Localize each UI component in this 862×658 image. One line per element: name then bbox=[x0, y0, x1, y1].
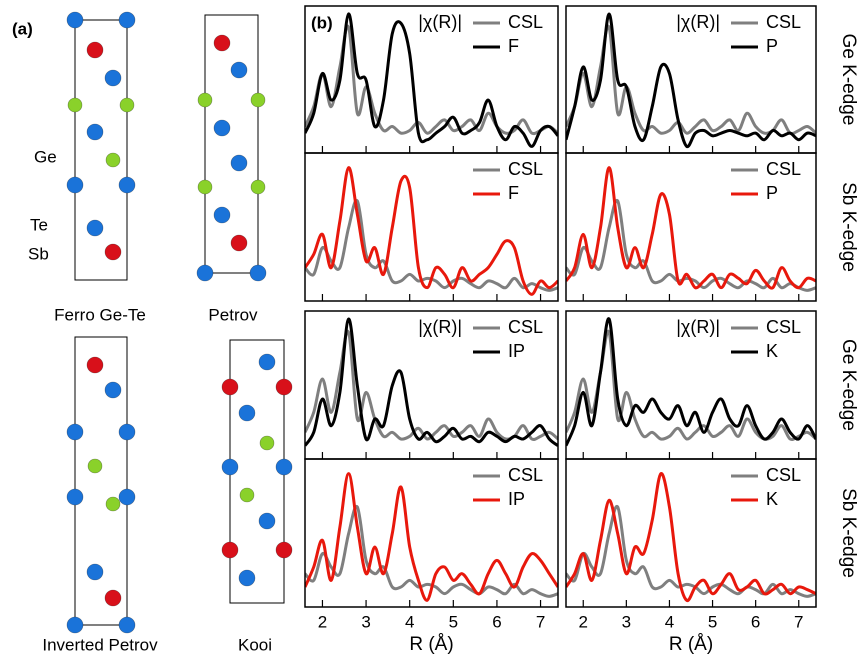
x-tick-label: 6 bbox=[751, 612, 760, 631]
legend-label: CSL bbox=[766, 465, 801, 485]
legend-label: P bbox=[766, 36, 778, 56]
legend-label: K bbox=[766, 341, 778, 361]
annotation: |χ(R)| bbox=[676, 12, 720, 32]
plot-frame bbox=[304, 458, 559, 608]
structure-label: Inverted Petrov bbox=[42, 635, 158, 654]
x-tick-label: 2 bbox=[579, 612, 588, 631]
data-line bbox=[305, 166, 558, 296]
legend-label: CSL bbox=[508, 465, 543, 485]
data-line bbox=[305, 12, 558, 148]
data-line bbox=[566, 504, 816, 598]
legend-label: CSL bbox=[766, 12, 801, 32]
panel-label: (b) bbox=[311, 13, 333, 32]
unit-cell bbox=[74, 336, 128, 626]
structures: (a) Ge Te Sb Ferro Ge-Te Petrov Inverted… bbox=[12, 11, 293, 654]
unit-cell bbox=[229, 339, 285, 604]
structure-label: Kooi bbox=[238, 635, 272, 654]
plot-frame bbox=[565, 458, 817, 608]
data-line bbox=[566, 472, 816, 603]
data-line bbox=[305, 472, 558, 602]
x-tick-label: 7 bbox=[536, 612, 545, 631]
legend-label: CSL bbox=[508, 317, 543, 337]
annotation: |χ(R)| bbox=[418, 12, 462, 32]
data-line bbox=[566, 12, 816, 149]
legend-label: CSL bbox=[508, 12, 543, 32]
legend-label: P bbox=[766, 183, 778, 203]
x-tick-label: 2 bbox=[318, 612, 327, 631]
x-tick-label: 6 bbox=[492, 612, 501, 631]
x-tick-label: 5 bbox=[449, 612, 458, 631]
plot-frame bbox=[304, 152, 559, 302]
plot-frame bbox=[565, 152, 817, 302]
side-label: Ge K-edge bbox=[838, 34, 859, 126]
data-line bbox=[566, 317, 816, 447]
structure-label: Ferro Ge-Te bbox=[54, 305, 146, 324]
data-line bbox=[566, 329, 816, 441]
atom-label: Sb bbox=[28, 244, 49, 263]
unit-cell bbox=[74, 19, 128, 281]
legend-label: IP bbox=[508, 341, 525, 361]
legend-label: CSL bbox=[766, 159, 801, 179]
x-tick-label: 7 bbox=[794, 612, 803, 631]
side-label: Sb K-edge bbox=[838, 488, 859, 578]
atom-label: Te bbox=[30, 215, 48, 234]
legend-label: K bbox=[766, 489, 778, 509]
side-label: Ge K-edge bbox=[838, 339, 859, 431]
data-line bbox=[305, 24, 558, 136]
legend-label: CSL bbox=[508, 159, 543, 179]
legend-label: IP bbox=[508, 489, 525, 509]
data-line bbox=[566, 166, 816, 290]
legend-label: CSL bbox=[766, 317, 801, 337]
x-tick-label: 5 bbox=[708, 612, 717, 631]
annotation: |χ(R)| bbox=[418, 317, 462, 337]
data-line bbox=[305, 317, 558, 447]
legend-label: F bbox=[508, 36, 519, 56]
panel-label: (a) bbox=[12, 19, 33, 38]
side-label: Sb K-edge bbox=[838, 182, 859, 272]
structure-label: Petrov bbox=[208, 305, 258, 324]
x-tick-label: 3 bbox=[622, 612, 631, 631]
x-axis-label: R (Å) bbox=[669, 634, 713, 655]
legend-label: F bbox=[508, 183, 519, 203]
annotation: |χ(R)| bbox=[676, 317, 720, 337]
atom-label: Ge bbox=[34, 147, 57, 166]
x-tick-label: 4 bbox=[405, 612, 414, 631]
atoms bbox=[66, 11, 293, 634]
unit-cell bbox=[204, 14, 259, 274]
x-axis-label: R (Å) bbox=[409, 634, 453, 655]
x-tick-label: 4 bbox=[665, 612, 674, 631]
x-tick-label: 3 bbox=[361, 612, 370, 631]
